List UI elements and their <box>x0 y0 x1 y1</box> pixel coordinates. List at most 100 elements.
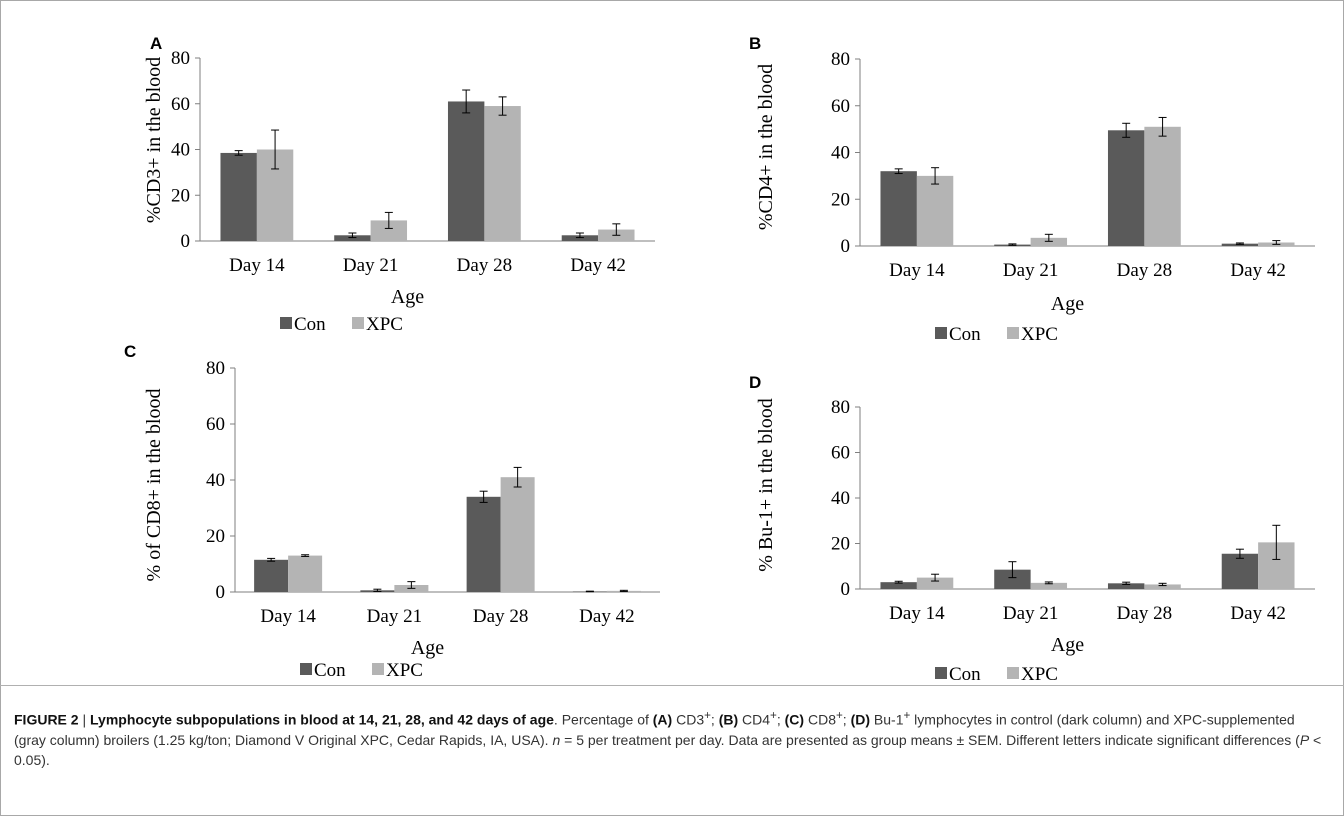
bar-xpc-day-28 <box>1144 584 1181 589</box>
chart-c: 0 20 40 60 80 % of CD8+ in the blood Day 14 Day… <box>143 358 660 681</box>
x-tick-label: Day 28 <box>1117 603 1172 624</box>
chart-a: 0 20 40 60 80 %CD3+ in the blood Day 14 Day 21 D… <box>143 48 655 335</box>
caption-italic: n <box>552 731 561 748</box>
panel-letter-c: C <box>124 342 137 361</box>
legend-label-xpc: XPC <box>366 314 403 335</box>
legend-swatch-con <box>300 663 312 675</box>
bar-con-day-14 <box>220 152 257 241</box>
x-tick-label: Day 28 <box>1117 260 1172 281</box>
legend-label-xpc: XPC <box>1021 664 1058 685</box>
y-tick-label: 80 <box>171 48 190 69</box>
bar-xpc-day-21 <box>1030 237 1068 246</box>
panel-d: D 0 20 40 60 80 % Bu-1+ in the blood Day 14 Day… <box>745 365 1335 685</box>
y-tick-label: 40 <box>206 470 225 491</box>
bar-con-day-28 <box>466 496 501 592</box>
panel-b: B 0 20 40 60 80 %CD4+ in the blood Day 14 Day 2… <box>745 30 1335 360</box>
caption-text: lymphocytes in control (dark column) and… <box>14 711 1295 748</box>
y-axis-title: % Bu-1+ in the blood <box>755 398 777 572</box>
x-tick-label: Day 28 <box>473 606 528 627</box>
caption-text: CD4 <box>738 711 771 728</box>
chart-d: 0 20 40 60 80 % Bu-1+ in the blood Day 14 Day 2… <box>755 397 1315 685</box>
y-tick-label: 0 <box>181 231 191 252</box>
bar-xpc-day-21 <box>370 220 408 241</box>
legend-label-con: Con <box>294 314 326 335</box>
legend-swatch-xpc <box>1007 327 1019 339</box>
legend-swatch-xpc <box>1007 667 1019 679</box>
x-tick-label: Day 21 <box>367 606 422 627</box>
bar-con-day-42 <box>561 235 599 241</box>
y-tick-label: 60 <box>206 414 225 435</box>
legend-swatch-xpc <box>352 317 364 329</box>
x-tick-label: Day 42 <box>1230 260 1285 281</box>
x-tick-label: Day 14 <box>889 260 945 281</box>
bar-xpc-day-28 <box>484 106 521 241</box>
caption-sup: + <box>704 709 711 722</box>
legend-label-con: Con <box>949 324 981 345</box>
legend-swatch-con <box>935 667 947 679</box>
bar-con-day-14 <box>880 582 917 589</box>
caption-title: Lymphocyte subpopulations in blood at 14… <box>90 711 554 728</box>
caption-text: < 0.05). <box>14 731 1322 768</box>
legend-label-xpc: XPC <box>1021 324 1058 345</box>
bar-con-day-28 <box>447 101 485 242</box>
x-tick-label: Day 42 <box>579 606 634 627</box>
y-axis-title: %CD4+ in the blood <box>755 64 777 230</box>
bar-xpc-day-28 <box>1144 126 1181 246</box>
y-tick-label: 40 <box>831 143 850 164</box>
y-axis-title: %CD3+ in the blood <box>143 57 165 223</box>
legend-label-con: Con <box>314 660 346 681</box>
x-axis-title: Age <box>391 286 424 308</box>
caption-divider <box>0 685 1344 686</box>
caption-sup: + <box>770 709 777 722</box>
y-tick-label: 40 <box>831 488 850 509</box>
caption-text: ; <box>776 711 785 728</box>
y-tick-label: 60 <box>831 96 850 117</box>
caption-separator: | <box>78 711 90 728</box>
panel-c: C 0 20 40 60 80 % of CD8+ in the blood Day 14 D… <box>120 340 680 681</box>
chart-b: 0 20 40 60 80 %CD4+ in the blood Day 14 Day 21 D… <box>755 49 1315 345</box>
x-tick-label: Day 14 <box>260 606 316 627</box>
bar-xpc-day-14 <box>288 555 323 592</box>
caption-text: CD3 <box>672 711 705 728</box>
y-tick-label: 20 <box>171 185 190 206</box>
caption-ref-c: (C) <box>784 711 805 728</box>
y-tick-label: 60 <box>171 94 190 115</box>
panel-letter-b: B <box>749 34 762 53</box>
x-tick-label: Day 42 <box>1230 603 1285 624</box>
legend-label-xpc: XPC <box>386 660 423 681</box>
bar-xpc-day-28 <box>500 477 535 592</box>
caption-text: ; <box>842 711 851 728</box>
caption-ref-b: (B) <box>718 711 739 728</box>
bar-con-day-28 <box>1107 130 1145 246</box>
caption-sup: + <box>903 709 911 722</box>
legend-label-con: Con <box>949 664 981 685</box>
x-tick-label: Day 42 <box>570 255 625 276</box>
caption-text: . Percentage of <box>553 711 653 728</box>
legend-swatch-xpc <box>372 663 384 675</box>
x-tick-label: Day 21 <box>343 255 398 276</box>
y-tick-label: 80 <box>831 49 850 70</box>
y-tick-label: 20 <box>831 534 850 555</box>
bar-con-day-42 <box>1221 553 1259 589</box>
y-tick-label: 0 <box>216 582 226 603</box>
x-tick-label: Day 21 <box>1003 260 1058 281</box>
panel-a: A 0 20 40 60 80 %CD3+ in the blood Day 14 Day 2… <box>120 30 680 335</box>
x-axis-title: Age <box>1051 634 1084 656</box>
bar-xpc-day-14 <box>916 577 954 589</box>
y-tick-label: 60 <box>831 443 850 464</box>
x-tick-label: Day 21 <box>1003 603 1058 624</box>
caption-ref-d: (D) <box>850 711 871 728</box>
y-tick-label: 20 <box>831 189 850 210</box>
x-tick-label: Day 14 <box>229 255 285 276</box>
caption-ref-a: (A) <box>652 711 673 728</box>
bar-con-day-14 <box>880 171 917 246</box>
y-axis-title: % of CD8+ in the blood <box>143 389 165 582</box>
bar-con-day-21 <box>994 569 1031 589</box>
y-tick-label: 20 <box>206 526 225 547</box>
caption-label: FIGURE 2 <box>14 711 79 728</box>
caption-text: CD8 <box>804 711 836 728</box>
y-tick-label: 0 <box>841 236 851 257</box>
bar-con-day-28 <box>1107 583 1145 589</box>
y-tick-label: 0 <box>841 579 851 600</box>
